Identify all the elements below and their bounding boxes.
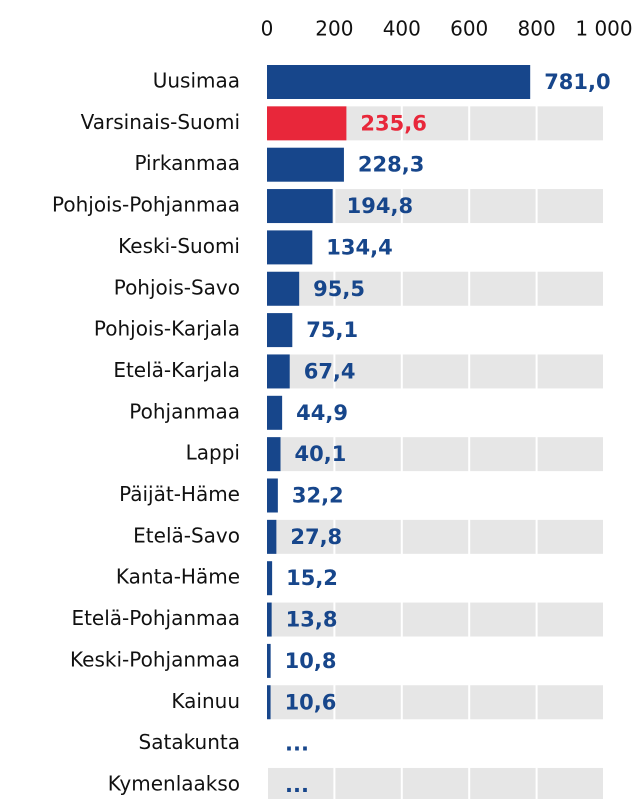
x-tick-label: 400 bbox=[383, 17, 421, 41]
row-band bbox=[267, 437, 604, 472]
x-tick-label: 1 000 bbox=[575, 17, 632, 41]
value-label: ... bbox=[285, 732, 309, 756]
category-label: Kainuu bbox=[171, 689, 240, 713]
value-label: 40,1 bbox=[295, 442, 347, 466]
bar bbox=[267, 478, 278, 513]
bar bbox=[267, 643, 271, 678]
value-label: 781,0 bbox=[544, 70, 610, 94]
row-band bbox=[267, 519, 604, 554]
value-label: 10,8 bbox=[285, 649, 337, 673]
row-band bbox=[267, 354, 604, 389]
x-tick-label: 600 bbox=[450, 17, 488, 41]
x-tick-label: 0 bbox=[261, 17, 274, 41]
category-label: Satakunta bbox=[139, 730, 240, 754]
x-tick-label: 200 bbox=[315, 17, 353, 41]
value-label: 235,6 bbox=[360, 111, 426, 135]
category-label: Uusimaa bbox=[153, 69, 240, 93]
value-label: 228,3 bbox=[358, 153, 424, 177]
row-band bbox=[267, 767, 604, 799]
bar bbox=[267, 602, 272, 637]
row-band bbox=[267, 271, 604, 306]
value-label: 13,8 bbox=[286, 608, 338, 632]
value-label: 95,5 bbox=[313, 277, 365, 301]
value-label: 44,9 bbox=[296, 401, 348, 425]
category-label: Keski-Pohjanmaa bbox=[70, 647, 240, 671]
value-label: 15,2 bbox=[286, 566, 338, 590]
bar bbox=[267, 147, 344, 182]
value-label: 194,8 bbox=[347, 194, 413, 218]
category-label: Kanta-Häme bbox=[116, 565, 240, 589]
category-label: Pirkanmaa bbox=[134, 151, 240, 175]
value-label: 10,6 bbox=[285, 690, 337, 714]
category-label: Etelä-Pohjanmaa bbox=[71, 606, 240, 630]
category-label: Pohjois-Karjala bbox=[94, 317, 240, 341]
bar bbox=[267, 189, 333, 224]
category-label: Varsinais-Suomi bbox=[81, 110, 240, 134]
bar bbox=[267, 561, 273, 596]
value-label: 67,4 bbox=[304, 359, 356, 383]
bar bbox=[267, 106, 347, 141]
value-label: 27,8 bbox=[290, 525, 342, 549]
bar bbox=[267, 271, 300, 306]
bar bbox=[267, 313, 293, 348]
category-label: Etelä-Karjala bbox=[113, 358, 240, 382]
row-band bbox=[267, 602, 604, 637]
category-label: Keski-Suomi bbox=[118, 234, 240, 258]
bar bbox=[267, 395, 283, 430]
category-label: Kymenlaakso bbox=[108, 771, 240, 795]
bar bbox=[267, 230, 313, 265]
bar bbox=[267, 354, 290, 389]
category-label: Pohjanmaa bbox=[129, 399, 240, 423]
category-label: Etelä-Savo bbox=[133, 523, 240, 547]
category-label: Pohjois-Pohjanmaa bbox=[52, 193, 240, 217]
bar bbox=[267, 519, 277, 554]
value-label: 75,1 bbox=[306, 318, 358, 342]
bar bbox=[267, 685, 271, 720]
x-tick-label: 800 bbox=[518, 17, 556, 41]
category-label: Päijät-Häme bbox=[119, 482, 240, 506]
value-label: ... bbox=[285, 773, 309, 797]
row-band bbox=[267, 685, 604, 720]
value-label: 32,2 bbox=[292, 484, 344, 508]
bar bbox=[267, 437, 281, 472]
category-label: Pohjois-Savo bbox=[114, 275, 240, 299]
bar bbox=[267, 65, 531, 99]
category-label: Lappi bbox=[186, 441, 240, 465]
value-label: 134,4 bbox=[326, 235, 392, 259]
